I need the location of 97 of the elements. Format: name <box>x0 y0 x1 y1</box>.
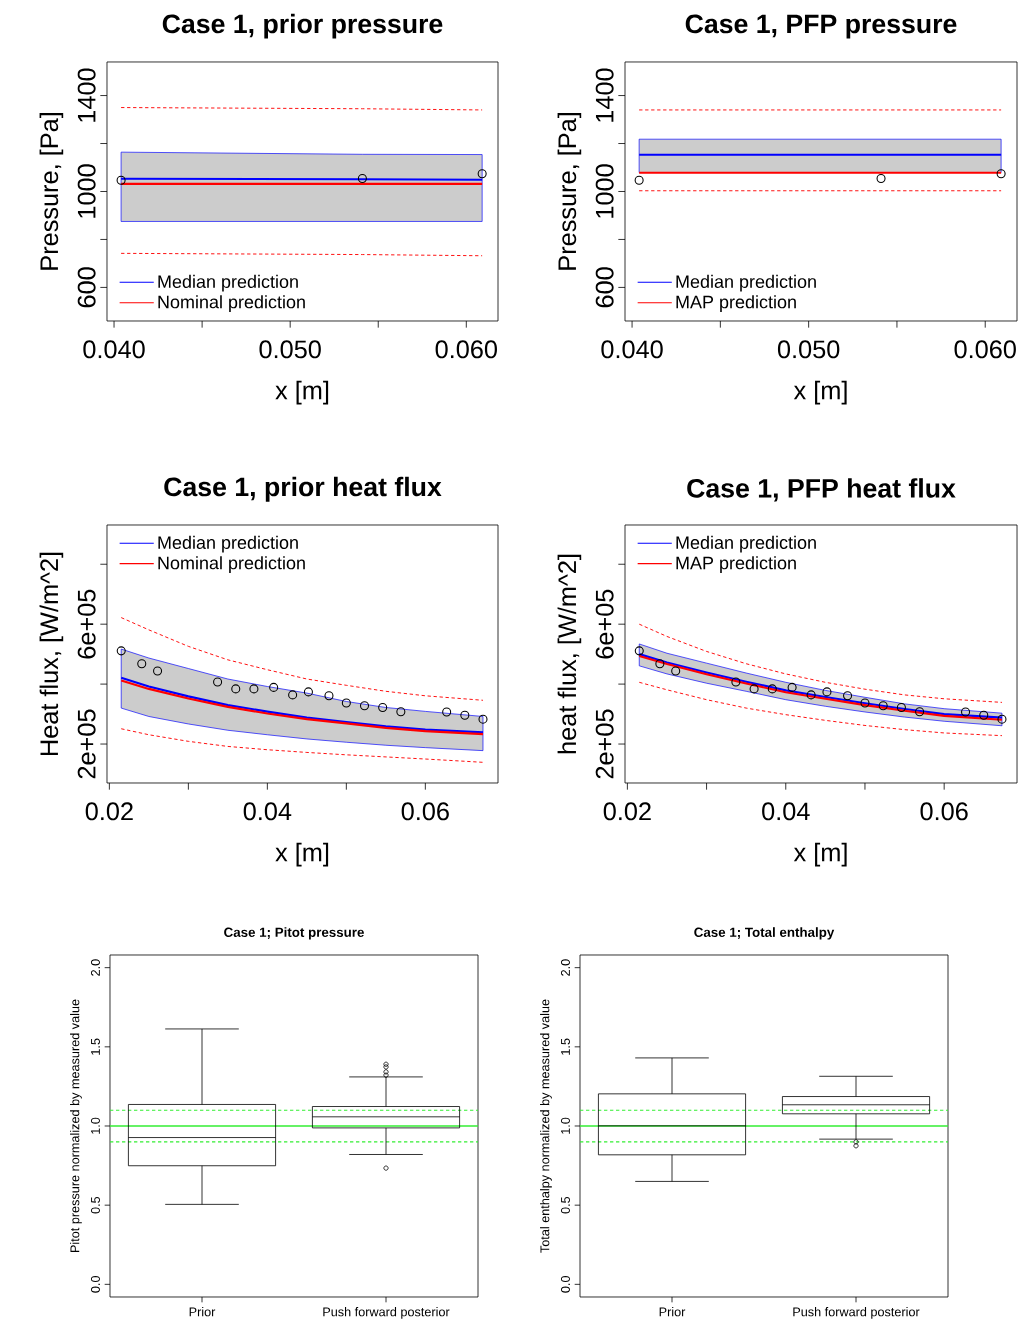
point <box>213 677 223 687</box>
x-tick-label: Prior <box>189 1307 216 1317</box>
point <box>787 682 797 692</box>
x-tick-label: 0.06 <box>401 802 449 821</box>
legend-label: Median prediction <box>158 535 298 553</box>
chart-title: Case 1, prior pressure <box>162 13 443 39</box>
point <box>153 666 163 676</box>
x-tick-label: 0.050 <box>259 340 321 359</box>
point <box>378 702 388 713</box>
legend-label: Nominal prediction <box>158 556 305 573</box>
y-axis-title: Pitot pressure normalized by measured value <box>70 999 82 1253</box>
line-series <box>120 617 484 701</box>
x-axis-title: x [m] <box>793 842 847 867</box>
point <box>137 659 147 669</box>
point <box>442 707 452 717</box>
x-tick-label: Prior <box>659 1307 686 1317</box>
x-axis-title: x [m] <box>793 380 847 405</box>
point <box>303 687 313 697</box>
chart-title: Case 1, prior heat flux <box>164 476 442 502</box>
legend-label: Median prediction <box>676 274 816 292</box>
chart-title: Case 1, PFP heat flux <box>687 478 956 502</box>
y-tick-label: 1.0 <box>560 1117 570 1134</box>
line-series <box>638 681 1003 737</box>
legend-label: Nominal prediction <box>158 295 305 312</box>
point <box>731 677 741 687</box>
point <box>478 714 488 724</box>
point <box>324 691 334 701</box>
y-tick-label: 0.0 <box>560 1276 570 1293</box>
line-series <box>638 623 1003 703</box>
y-tick-label: 1400 <box>595 68 614 122</box>
y-tick-label: 1.5 <box>91 1038 100 1055</box>
legend-label: MAP prediction <box>676 295 796 312</box>
y-axis-title: Pressure, [Pa] <box>39 113 64 270</box>
point <box>655 659 665 669</box>
point <box>269 682 279 692</box>
y-axis-title: Total enthalpy normalized by measured value <box>540 999 552 1253</box>
y-tick-label: 2e+05 <box>77 709 96 779</box>
x-tick-label: Push forward posterior <box>323 1307 450 1319</box>
y-tick-label: 600 <box>595 267 614 308</box>
x-tick-label: 0.02 <box>603 802 651 821</box>
point <box>249 684 259 694</box>
point <box>767 684 777 694</box>
point <box>460 710 470 720</box>
y-tick-label: 6e+05 <box>595 589 614 659</box>
x-tick-label: 0.02 <box>85 802 133 821</box>
point <box>671 666 681 676</box>
x-tick-label: 0.060 <box>954 340 1016 359</box>
y-tick-label: 6e+05 <box>77 589 96 659</box>
chart-title: Case 1; Pitot pressure <box>224 927 364 940</box>
point <box>878 701 888 711</box>
y-tick-label: 0.5 <box>90 1196 100 1214</box>
x-tick-label: 0.04 <box>762 802 810 821</box>
y-tick-label: 600 <box>77 267 96 308</box>
legend-label: Median prediction <box>676 535 816 553</box>
y-axis-title: Heat flux, [W/m^2] <box>39 552 64 755</box>
point <box>634 646 644 656</box>
point <box>997 714 1007 724</box>
point <box>822 687 832 697</box>
point <box>231 684 241 694</box>
point <box>915 707 925 717</box>
chart-title: Case 1; Total enthalpy <box>694 927 835 940</box>
x-tick-label: Push forward posterior <box>793 1307 920 1319</box>
point <box>896 702 906 713</box>
y-tick-label: 1.0 <box>90 1117 100 1134</box>
y-tick-label: 1.5 <box>561 1038 570 1055</box>
point <box>341 698 351 708</box>
point <box>979 710 989 720</box>
x-tick-label: 0.040 <box>601 340 663 359</box>
y-tick-label: 0.0 <box>90 1276 100 1293</box>
y-tick-label: 2.0 <box>560 959 570 976</box>
point <box>806 690 816 700</box>
y-axis-title: heat flux, [W/m^2] <box>557 554 582 754</box>
point <box>749 684 759 694</box>
y-axis-title: Pressure, [Pa] <box>557 113 582 270</box>
point <box>961 707 971 717</box>
point <box>396 707 406 717</box>
legend-label: Median prediction <box>158 274 298 292</box>
point <box>288 690 298 700</box>
x-tick-label: 0.040 <box>83 340 145 359</box>
x-tick-label: 0.060 <box>435 340 497 359</box>
chart-title: Case 1, PFP pressure <box>685 14 957 39</box>
y-tick-label: 2.0 <box>90 959 100 976</box>
x-tick-label: 0.04 <box>243 802 292 821</box>
legend-label: MAP prediction <box>676 556 796 573</box>
point <box>359 701 370 711</box>
x-axis-title: x [m] <box>275 842 329 867</box>
point <box>843 691 853 701</box>
point <box>860 698 870 708</box>
point <box>116 646 126 656</box>
y-tick-label: 2e+05 <box>595 709 614 779</box>
x-tick-label: 0.050 <box>777 340 840 359</box>
x-tick-label: 0.06 <box>920 802 968 821</box>
y-tick-label: 1000 <box>595 164 614 218</box>
y-tick-label: 1400 <box>77 68 96 122</box>
x-axis-title: x [m] <box>275 380 329 405</box>
y-tick-label: 0.5 <box>560 1196 570 1214</box>
y-tick-label: 1000 <box>77 164 96 218</box>
